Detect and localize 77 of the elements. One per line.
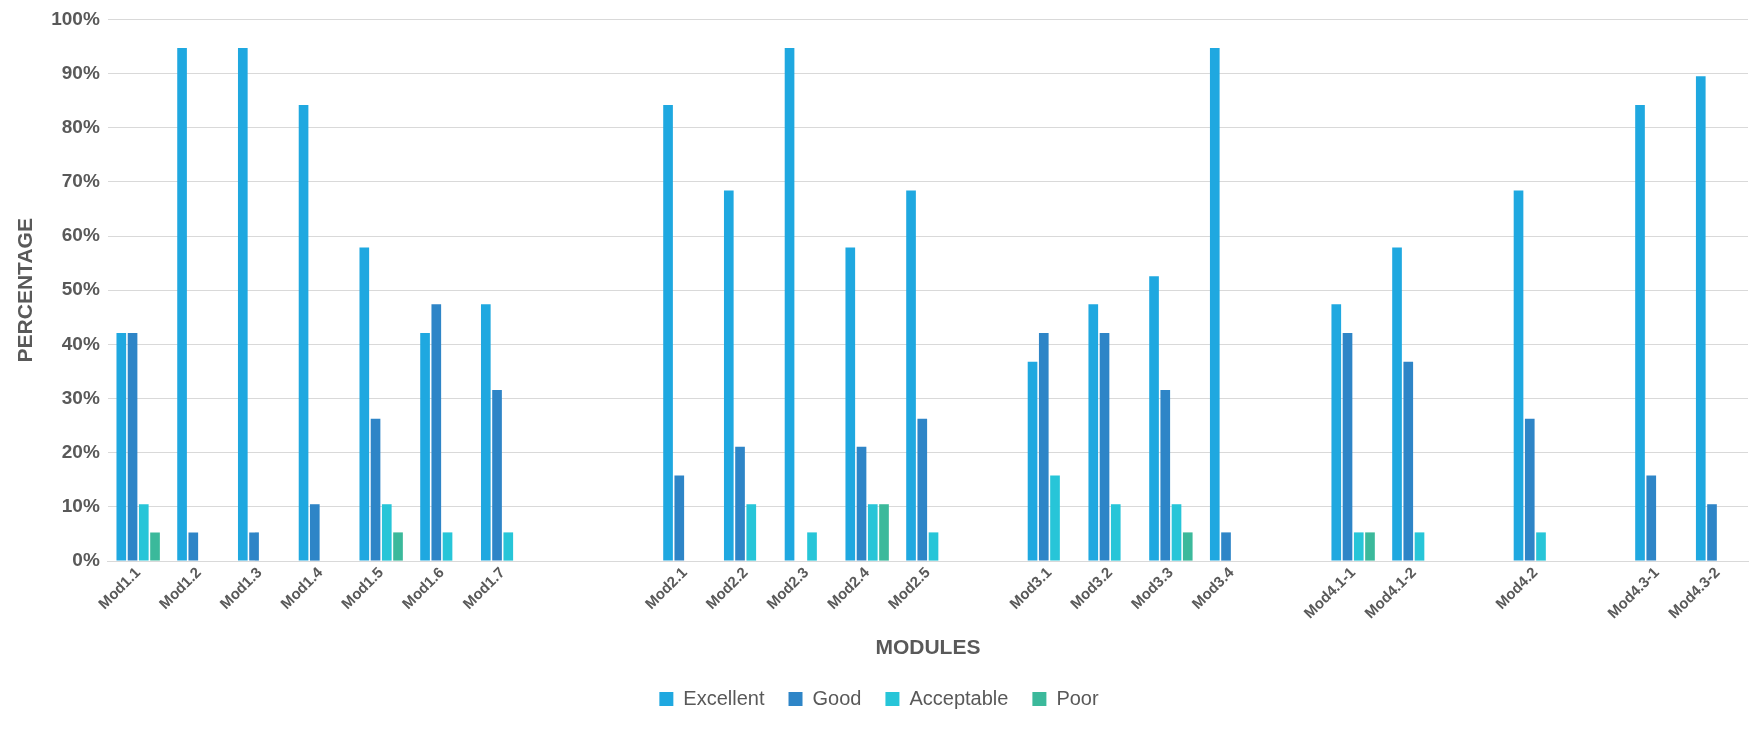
x-axis-title: MODULES — [875, 635, 981, 659]
bar — [1646, 475, 1657, 561]
bar — [503, 532, 514, 561]
bar — [1331, 304, 1342, 561]
bar — [442, 532, 453, 561]
bar — [1038, 333, 1049, 561]
bar — [674, 475, 685, 561]
y-tick-label: 80% — [61, 115, 100, 137]
bar — [928, 532, 939, 561]
legend-label: Good — [812, 686, 862, 709]
bar — [1513, 190, 1524, 561]
bar — [1695, 76, 1706, 561]
bar — [1099, 333, 1110, 561]
bar — [1088, 304, 1099, 561]
bar — [381, 504, 392, 561]
y-tick-label: 0% — [72, 549, 100, 571]
y-tick-label: 40% — [61, 332, 100, 354]
bar — [127, 333, 138, 561]
bar — [359, 247, 370, 561]
bar — [1149, 276, 1159, 561]
bar — [1392, 247, 1402, 561]
bar — [856, 446, 867, 561]
bar — [1182, 532, 1193, 561]
bar — [370, 418, 381, 561]
bar — [917, 418, 928, 561]
bar — [1027, 361, 1038, 561]
bar — [807, 532, 817, 561]
bar — [138, 504, 149, 561]
bar — [1353, 532, 1364, 561]
bar — [1365, 532, 1375, 561]
y-tick-label: 70% — [61, 170, 100, 192]
bar — [116, 333, 127, 561]
bar — [735, 446, 745, 561]
legend-label: Poor — [1056, 686, 1099, 709]
y-tick-label: 10% — [61, 495, 100, 517]
bar — [1536, 532, 1546, 561]
bar — [150, 532, 160, 561]
bar — [249, 532, 259, 561]
bar — [1110, 504, 1121, 561]
bar — [1403, 361, 1414, 561]
bar — [784, 48, 795, 561]
bar — [1414, 532, 1425, 561]
bar — [1635, 104, 1645, 561]
bar — [1171, 504, 1182, 561]
y-tick-label: 30% — [61, 386, 100, 408]
bar — [177, 48, 187, 561]
bar — [1160, 389, 1171, 561]
bar — [1524, 418, 1535, 561]
y-tick-label: 90% — [61, 61, 100, 83]
y-tick-label: 50% — [61, 278, 100, 300]
bar — [237, 48, 248, 561]
bar — [867, 504, 878, 561]
bar — [393, 532, 403, 561]
y-tick-label: 100% — [51, 7, 100, 29]
bar — [431, 304, 442, 561]
bar — [420, 333, 430, 561]
bar — [879, 504, 889, 561]
y-axis-title: PERCENTAGE — [13, 218, 37, 363]
bar — [309, 504, 320, 561]
bar — [723, 190, 734, 561]
bar — [188, 532, 199, 561]
bar — [298, 104, 309, 561]
bar — [1221, 532, 1231, 561]
bar — [492, 389, 502, 561]
legend-label: Acceptable — [909, 686, 1009, 709]
y-tick-label: 60% — [61, 224, 100, 246]
legend-label: Excellent — [683, 686, 765, 709]
bar — [1342, 333, 1353, 561]
bar — [1707, 504, 1717, 561]
bar — [906, 190, 916, 561]
bar — [845, 247, 856, 561]
bar — [1050, 475, 1060, 561]
y-tick-label: 20% — [61, 441, 100, 462]
bar — [1209, 48, 1220, 561]
bar — [663, 104, 673, 561]
bar — [480, 304, 491, 561]
bar — [746, 504, 757, 561]
